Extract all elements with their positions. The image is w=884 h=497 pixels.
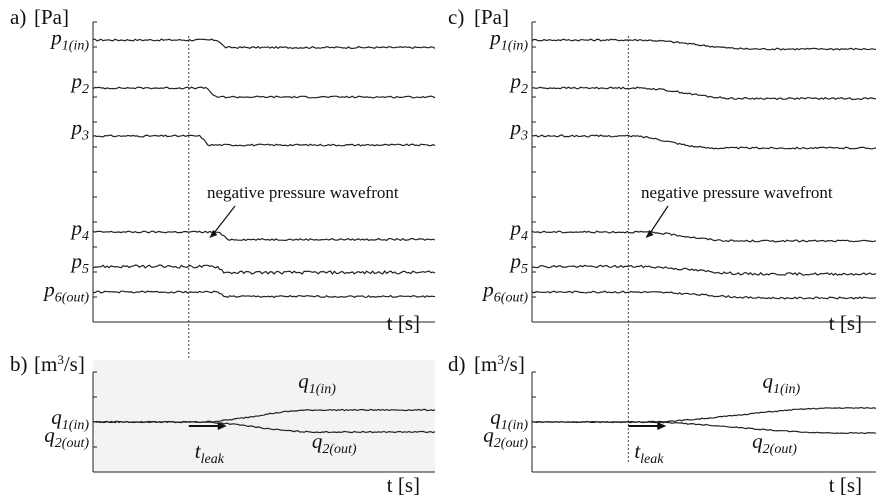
unit-label: [Pa]: [474, 5, 509, 29]
panel-label: b): [10, 352, 28, 376]
series-line: [92, 290, 436, 299]
series-line: [531, 420, 877, 435]
series-line: [531, 38, 876, 51]
series-label: p2: [509, 69, 529, 97]
series-label-right: q2(out): [752, 429, 797, 457]
annotation-arrow: [212, 205, 236, 235]
panel-b: b) [m3/s]t [s]q1(in)q2(out) tleakq1(in)q2(…: [10, 352, 436, 497]
series-line: [531, 230, 877, 243]
series-label: q2(out): [44, 423, 89, 451]
series-label: p5: [509, 249, 529, 277]
series-label-right: q1(in): [298, 369, 336, 397]
x-axis-label: t [s]: [387, 473, 420, 497]
panel-label: c): [448, 5, 464, 29]
series-line: [92, 230, 436, 242]
series-label: q2(out): [483, 423, 528, 451]
series-line: [92, 38, 436, 50]
x-axis-label: t [s]: [829, 473, 862, 497]
panel-label: a): [10, 5, 26, 29]
series-label-right: q2(out): [312, 429, 357, 457]
series-label: q1(in): [51, 405, 89, 433]
panel-d: d) [m3/s]t [s]q1(in)q2(out) tleakq1(in)q2(…: [448, 352, 877, 497]
series-label-right: q1(in): [762, 369, 800, 397]
leak-arrowhead: [657, 422, 667, 430]
series-label: p3: [70, 116, 90, 144]
unit-label: [m3/s]: [34, 352, 85, 377]
series-label: p3: [509, 116, 529, 144]
series-label: p5: [70, 249, 90, 277]
series-line: [532, 264, 877, 276]
series-line: [92, 264, 436, 276]
leak-label: tleak: [634, 439, 664, 467]
series-line: [92, 134, 436, 147]
series-line: [531, 290, 877, 300]
annotation-arrow: [649, 205, 669, 235]
annotation-arrowhead: [645, 230, 654, 238]
annotation-arrowhead: [209, 230, 218, 238]
series-line: [92, 86, 436, 99]
series-line: [531, 406, 877, 424]
wavefront-annotation: negative pressure wavefront: [641, 183, 833, 202]
series-line: [531, 86, 877, 101]
series-label: p4: [70, 216, 90, 244]
unit-label: [m3/s]: [474, 352, 525, 377]
series-line: [92, 408, 436, 424]
x-axis-label: t [s]: [829, 311, 862, 335]
series-line: [92, 420, 436, 434]
series-label: p6(out): [42, 278, 89, 306]
series-label: p6(out): [481, 278, 528, 306]
series-label: p2: [70, 69, 90, 97]
series-label: p1(in): [49, 26, 89, 54]
x-axis-label: t [s]: [387, 311, 420, 335]
series-label: q1(in): [490, 405, 528, 433]
series-label: p1(in): [488, 26, 528, 54]
wavefront-annotation: negative pressure wavefront: [207, 183, 399, 202]
leak-arrowhead: [217, 422, 227, 430]
leak-label: tleak: [195, 439, 225, 467]
series-label: p4: [509, 216, 529, 244]
panel-background: [93, 360, 435, 472]
series-line: [531, 134, 877, 150]
panel-label: d): [448, 352, 466, 376]
unit-label: [Pa]: [34, 5, 69, 29]
